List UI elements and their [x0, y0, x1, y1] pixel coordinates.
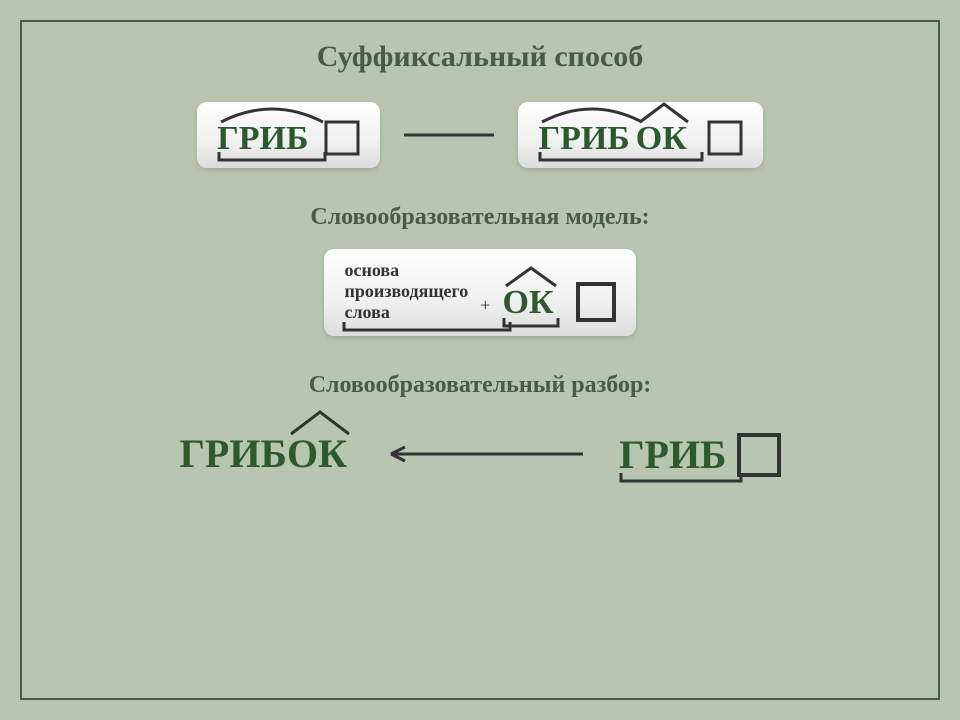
suffix-text: ОК: [636, 122, 687, 156]
word-box-grib: ГРИБ: [197, 102, 380, 168]
root-text: ГРИБ: [179, 434, 286, 474]
base-word-block: основа производящего слова: [344, 261, 468, 324]
ending-box-icon: [707, 120, 743, 156]
root-text: ГРИБ: [217, 122, 308, 156]
root-text: ГРИБ: [619, 435, 726, 475]
morph-root-grib: ГРИБ: [217, 122, 308, 156]
morph-suffix-analysis: ОК: [287, 434, 347, 474]
subtitle-analysis: Словообразовательный разбор:: [309, 372, 652, 399]
root-text: ГРИБ: [538, 122, 629, 156]
suffix-text: ОК: [287, 434, 347, 474]
plus-sign: +: [480, 295, 490, 316]
word-box-gribok: ГРИБ ОК: [518, 102, 762, 168]
word-grib-plain: ГРИБ: [619, 433, 780, 475]
derivation-row: ГРИБ ГРИБ ОК: [197, 102, 763, 168]
base-line3: слова: [344, 303, 468, 322]
stem-bracket-icon: [342, 322, 512, 332]
ending-box-icon: [737, 433, 781, 477]
base-line2: производящего: [344, 282, 468, 301]
analysis-row: ГРИБ ОК ГРИБ: [179, 433, 780, 475]
base-line1: основа: [344, 261, 468, 280]
morph-root-gribok: ГРИБ: [538, 122, 629, 156]
suffix-text: ОК: [502, 286, 553, 320]
word-gribok-plain: ГРИБ ОК: [179, 434, 347, 474]
model-box: основа производящего слова + ОК: [324, 249, 635, 336]
arrow-left-icon: [383, 444, 583, 464]
main-frame: Суффиксальный способ ГРИБ: [20, 20, 940, 700]
page-title: Суффиксальный способ: [317, 40, 644, 74]
morph-root-grib2: ГРИБ: [619, 435, 726, 475]
ending-box-icon: [576, 282, 616, 322]
subtitle-model: Словообразовательная модель:: [310, 204, 649, 231]
ending-box-icon: [324, 120, 360, 156]
morph-suffix-model: ОК: [502, 286, 553, 320]
morph-suffix-ok: ОК: [636, 122, 687, 156]
stem-bracket-icon: [538, 152, 704, 162]
connector-line-icon: [404, 130, 494, 140]
